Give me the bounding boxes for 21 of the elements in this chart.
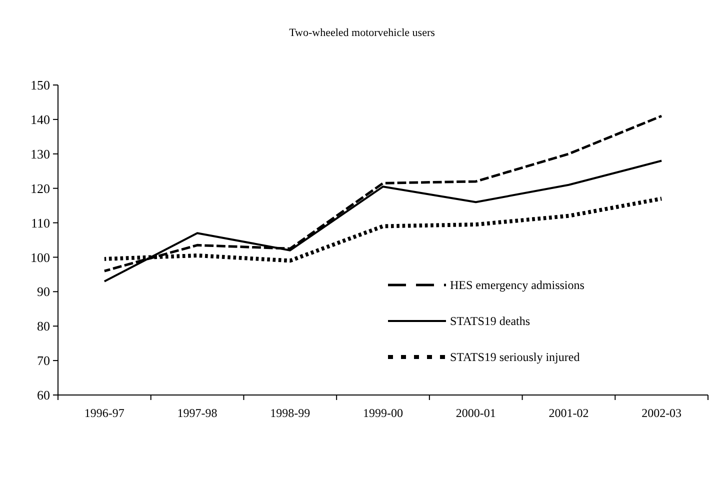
x-tick-label: 1996-97	[84, 406, 124, 420]
y-tick-label: 60	[37, 388, 50, 403]
legend-label: STATS19 seriously injured	[450, 350, 580, 364]
y-tick-label: 130	[30, 146, 50, 162]
x-tick-label: 2000-01	[456, 406, 496, 420]
x-tick-label: 2001-02	[548, 406, 589, 420]
legend-label: HES emergency admissions	[450, 278, 585, 292]
x-tick-label: 2002-03	[642, 406, 682, 420]
y-tick-label: 80	[37, 318, 50, 334]
y-tick-label: 120	[30, 180, 50, 196]
x-tick-label: 1999-00	[363, 406, 403, 420]
y-tick-label: 140	[30, 112, 50, 127]
x-tick-label: 1998-99	[270, 406, 310, 420]
y-tick-label: 110	[30, 215, 50, 230]
legend-label: STATS19 deaths	[450, 314, 530, 328]
x-tick-label: 1997-98	[177, 406, 218, 420]
y-tick-label: 90	[37, 284, 50, 300]
chart-title: Two-wheeled motorvehicle users	[289, 27, 435, 39]
y-tick-label: 70	[37, 353, 50, 368]
y-tick-label: 150	[30, 78, 50, 93]
y-tick-label: 100	[30, 250, 50, 265]
